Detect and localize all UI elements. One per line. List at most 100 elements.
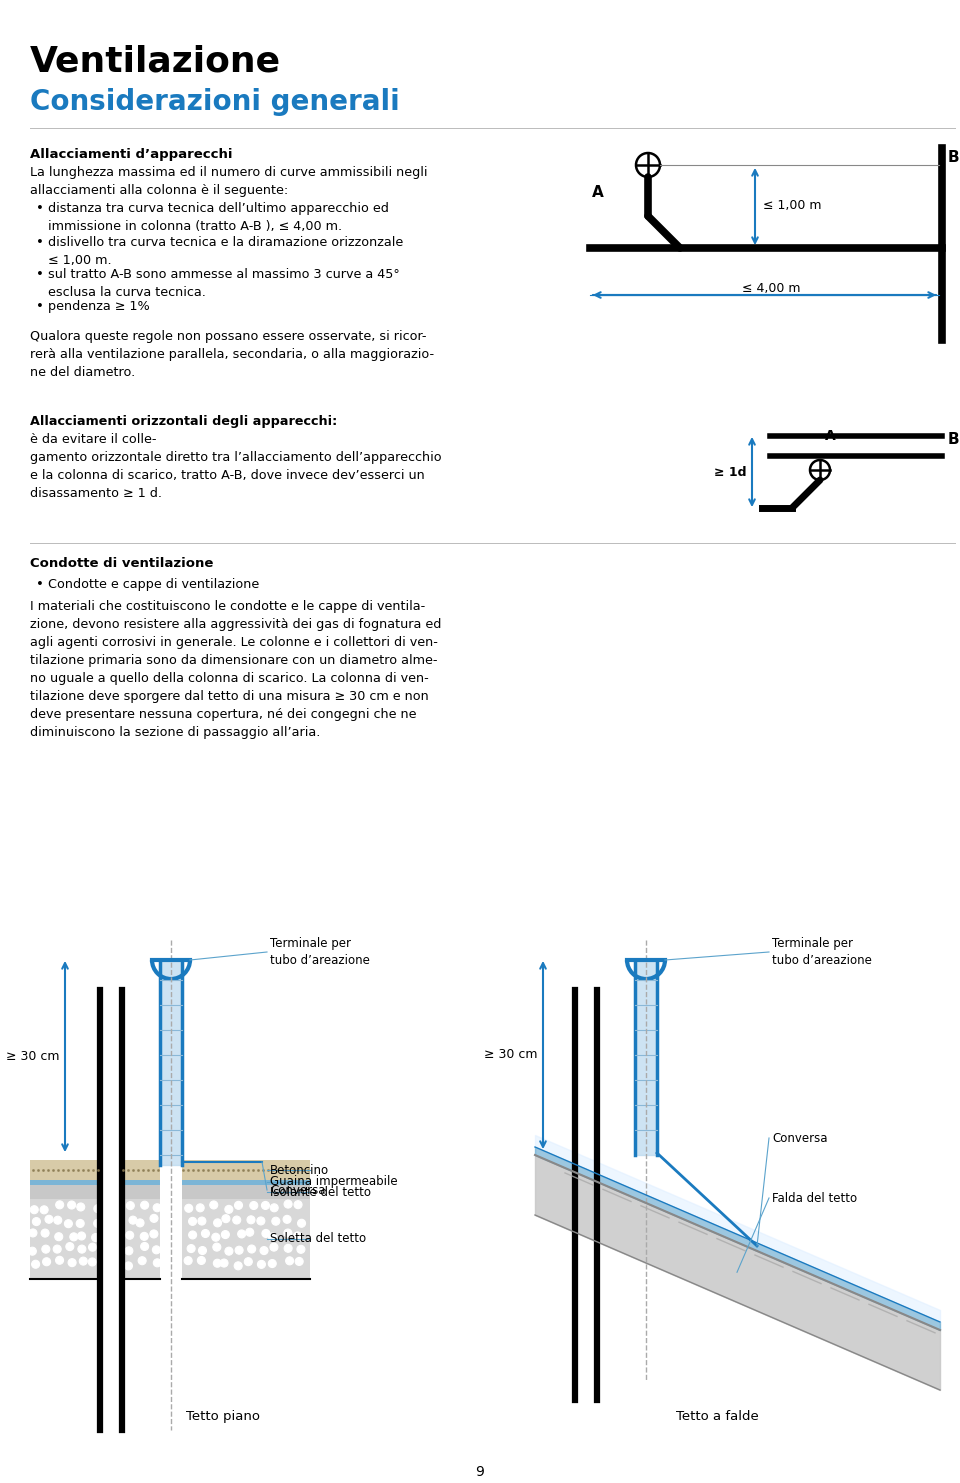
Circle shape: [220, 1259, 228, 1266]
Bar: [182, 1185, 310, 1198]
Circle shape: [284, 1229, 292, 1237]
Circle shape: [129, 1216, 137, 1223]
Circle shape: [270, 1243, 278, 1252]
Text: Considerazioni generali: Considerazioni generali: [30, 87, 399, 116]
Text: Qualora queste regole non possano essere osservate, si ricor-
rerà alla ventilaz: Qualora queste regole non possano essere…: [30, 331, 434, 380]
Circle shape: [284, 1244, 292, 1252]
Circle shape: [55, 1232, 62, 1241]
Circle shape: [199, 1247, 206, 1255]
Circle shape: [94, 1219, 102, 1228]
Text: Conversa: Conversa: [772, 1132, 828, 1145]
Circle shape: [29, 1247, 36, 1255]
Text: ≥ 30 cm: ≥ 30 cm: [7, 1050, 60, 1062]
Text: •: •: [36, 236, 44, 249]
Circle shape: [80, 1258, 87, 1265]
Text: pendenza ≥ 1%: pendenza ≥ 1%: [48, 300, 150, 313]
Circle shape: [234, 1201, 243, 1209]
Text: I materiali che costituiscono le condotte e le cappe di ventila-
zione, devono r: I materiali che costituiscono le condott…: [30, 601, 442, 739]
Text: ≤ 1,00 m: ≤ 1,00 m: [763, 200, 822, 212]
Text: Condotte e cappe di ventilazione: Condotte e cappe di ventilazione: [48, 578, 259, 592]
Circle shape: [284, 1200, 292, 1209]
Circle shape: [294, 1232, 301, 1240]
Circle shape: [125, 1262, 132, 1269]
Bar: [122, 1160, 160, 1180]
Bar: [30, 1160, 100, 1180]
Text: Guaina impermeabile: Guaina impermeabile: [270, 1176, 397, 1188]
Bar: [122, 1185, 160, 1198]
Circle shape: [150, 1229, 157, 1238]
Circle shape: [213, 1219, 222, 1226]
Circle shape: [153, 1246, 160, 1253]
Circle shape: [91, 1234, 100, 1241]
Circle shape: [53, 1246, 61, 1253]
Text: Falda del tetto: Falda del tetto: [772, 1191, 857, 1204]
Circle shape: [196, 1204, 204, 1212]
Circle shape: [184, 1204, 193, 1212]
Circle shape: [77, 1203, 84, 1212]
Bar: [122, 1198, 160, 1278]
Circle shape: [188, 1231, 197, 1238]
Circle shape: [294, 1201, 302, 1209]
Text: ≥ 1d: ≥ 1d: [714, 466, 747, 479]
Circle shape: [126, 1231, 133, 1240]
Circle shape: [213, 1243, 221, 1252]
Circle shape: [209, 1201, 218, 1209]
Circle shape: [260, 1247, 268, 1255]
Circle shape: [40, 1206, 48, 1213]
Circle shape: [272, 1218, 279, 1225]
Text: Conversa: Conversa: [270, 1183, 325, 1197]
Text: A: A: [825, 429, 836, 443]
Text: •: •: [36, 268, 44, 280]
Circle shape: [295, 1258, 303, 1265]
Bar: [182, 1180, 310, 1185]
Circle shape: [78, 1246, 85, 1253]
Circle shape: [184, 1256, 192, 1265]
Circle shape: [136, 1219, 144, 1226]
Text: Condotte di ventilazione: Condotte di ventilazione: [30, 558, 213, 569]
Circle shape: [187, 1244, 195, 1253]
Circle shape: [88, 1258, 96, 1266]
Circle shape: [246, 1228, 253, 1237]
Circle shape: [257, 1218, 265, 1225]
Circle shape: [212, 1234, 220, 1241]
Circle shape: [45, 1215, 53, 1223]
Text: •: •: [36, 578, 44, 592]
Circle shape: [154, 1204, 161, 1212]
Circle shape: [225, 1206, 233, 1213]
Text: A: A: [592, 185, 604, 200]
Circle shape: [262, 1229, 270, 1237]
Bar: [30, 1180, 100, 1185]
Circle shape: [125, 1247, 132, 1255]
Text: B: B: [948, 150, 960, 165]
Circle shape: [31, 1206, 38, 1213]
Text: B: B: [948, 432, 960, 446]
Text: ≥ 30 cm: ≥ 30 cm: [485, 1048, 538, 1062]
Text: distanza tra curva tecnica dell’ultimo apparecchio ed
immissione in colonna (tra: distanza tra curva tecnica dell’ultimo a…: [48, 202, 389, 233]
Circle shape: [297, 1246, 305, 1253]
Circle shape: [94, 1204, 102, 1213]
Circle shape: [235, 1246, 243, 1255]
Circle shape: [76, 1219, 84, 1228]
Circle shape: [68, 1259, 76, 1266]
Text: Isolante del tetto: Isolante del tetto: [270, 1185, 371, 1198]
Text: Ventilazione: Ventilazione: [30, 44, 281, 79]
Circle shape: [222, 1231, 229, 1238]
Circle shape: [42, 1258, 51, 1266]
Text: •: •: [36, 202, 44, 215]
Circle shape: [261, 1201, 270, 1210]
Bar: [30, 1198, 100, 1278]
Text: sul tratto A-B sono ammesse al massimo 3 curve a 45°
esclusa la curva tecnica.: sul tratto A-B sono ammesse al massimo 3…: [48, 268, 399, 300]
Text: 9: 9: [475, 1465, 485, 1479]
Circle shape: [257, 1261, 265, 1268]
Circle shape: [138, 1256, 146, 1265]
Circle shape: [150, 1215, 158, 1222]
Circle shape: [269, 1232, 276, 1241]
Circle shape: [298, 1219, 305, 1228]
Bar: [122, 1180, 160, 1185]
Circle shape: [66, 1243, 74, 1250]
Circle shape: [234, 1262, 242, 1269]
Text: La lunghezza massima ed il numero di curve ammissibili negli
allacciamenti alla : La lunghezza massima ed il numero di cur…: [30, 166, 427, 197]
Circle shape: [56, 1256, 63, 1265]
Circle shape: [225, 1247, 233, 1255]
Text: Allacciamenti d’apparecchi: Allacciamenti d’apparecchi: [30, 148, 232, 162]
